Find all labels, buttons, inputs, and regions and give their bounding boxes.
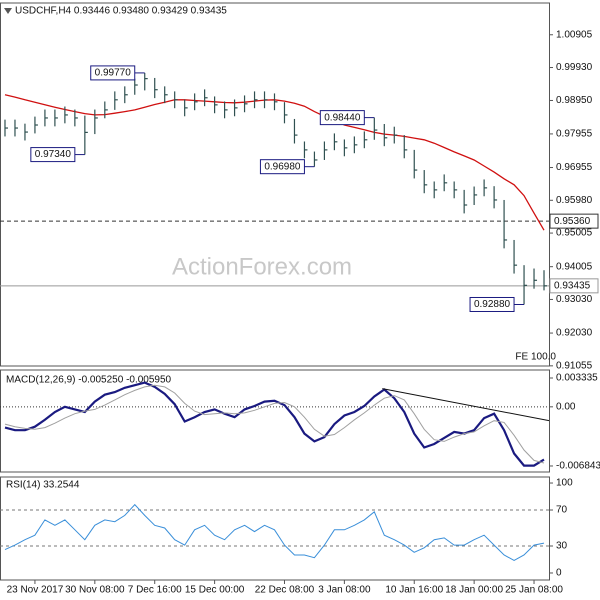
annotation-label: 0.96980 bbox=[264, 161, 301, 172]
watermark: ActionForex.com bbox=[172, 253, 352, 280]
level-label-box bbox=[549, 278, 599, 294]
annotation-box bbox=[469, 296, 515, 312]
y-tick-label: 0.92030 bbox=[556, 328, 593, 339]
x-tick-label: 23 Nov 2017 bbox=[7, 585, 64, 596]
y-tick-label: 0.003335 bbox=[556, 373, 598, 384]
annotation-label: 0.97340 bbox=[35, 149, 72, 160]
y-tick-label: 0.91055 bbox=[556, 360, 593, 371]
annotation-box bbox=[319, 110, 365, 126]
level-label: 0.95360 bbox=[554, 216, 591, 227]
y-tick-label: 70 bbox=[556, 505, 568, 516]
x-tick-label: 18 Jan 00:00 bbox=[445, 585, 503, 596]
y-tick-label: 1.00905 bbox=[556, 29, 593, 40]
x-tick-label: 30 Nov 08:00 bbox=[65, 585, 125, 596]
x-tick-label: 25 Jan 08:00 bbox=[505, 585, 563, 596]
rsi-line bbox=[4, 503, 545, 561]
y-tick-label: 30 bbox=[556, 541, 568, 552]
x-tick-label: 10 Jan 16:00 bbox=[385, 585, 443, 596]
x-tick-label: 15 Dec 00:00 bbox=[185, 585, 245, 596]
trendline bbox=[382, 388, 550, 422]
panel-frame bbox=[0, 476, 550, 581]
y-tick-label: 100 bbox=[556, 478, 573, 489]
macd-line bbox=[4, 381, 545, 467]
y-tick-label: 0.95005 bbox=[556, 228, 593, 239]
panel-frame bbox=[0, 2, 550, 367]
y-tick-label: 0.93030 bbox=[556, 294, 593, 305]
x-tick-label: 22 Dec 08:00 bbox=[255, 585, 315, 596]
annotation-label: 0.92880 bbox=[474, 299, 511, 310]
annotation-label: 0.98440 bbox=[324, 112, 361, 123]
level-label: 0.93435 bbox=[554, 280, 591, 291]
y-tick-label: 0.95980 bbox=[556, 195, 593, 206]
chart-title: USDCHF,H4 0.93446 0.93480 0.93429 0.9343… bbox=[15, 6, 227, 17]
annotation-box bbox=[30, 147, 76, 163]
macd-title: MACD(12,26,9) -0.005250 -0.005950 bbox=[6, 375, 172, 386]
annotation-box bbox=[90, 65, 136, 81]
x-tick-label: 3 Jan 08:00 bbox=[318, 585, 371, 596]
panel-frame bbox=[0, 369, 550, 473]
x-tick-label: 7 Dec 16:00 bbox=[128, 585, 182, 596]
y-tick-label: 0.99930 bbox=[556, 62, 593, 73]
rsi-title: RSI(14) 33.2544 bbox=[6, 480, 80, 491]
macd-line bbox=[4, 384, 545, 464]
y-tick-label: 0.94005 bbox=[556, 261, 593, 272]
annotation-box bbox=[259, 159, 305, 175]
y-tick-label: 0.98950 bbox=[556, 95, 593, 106]
y-tick-label: 0.00 bbox=[556, 401, 576, 412]
symbol-icon bbox=[4, 8, 12, 14]
level-label-box bbox=[549, 213, 599, 229]
y-tick-label: 0.96955 bbox=[556, 162, 593, 173]
footnote: FE 100.0 bbox=[515, 352, 556, 363]
y-tick-label: 0.97955 bbox=[556, 129, 593, 140]
y-tick-label: -0.006843 bbox=[556, 461, 600, 472]
y-tick-label: 0 bbox=[556, 568, 562, 579]
annotation-label: 0.99770 bbox=[95, 68, 132, 79]
